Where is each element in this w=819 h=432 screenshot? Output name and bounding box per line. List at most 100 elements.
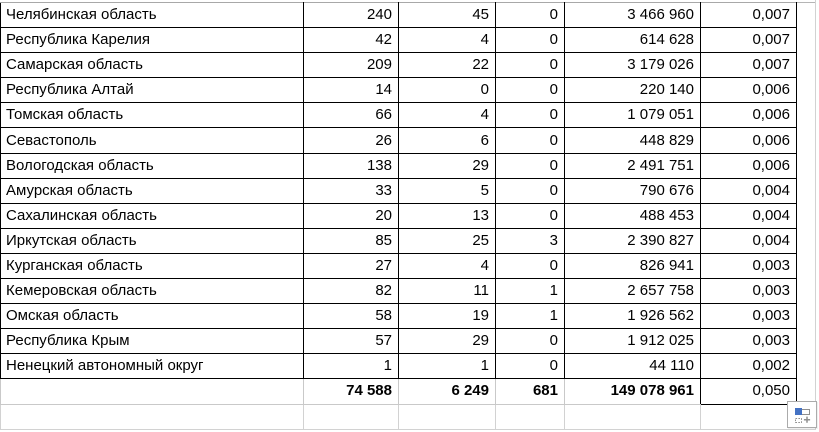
value-cell[interactable]: 29 <box>398 328 496 355</box>
region-cell[interactable]: Амурская область <box>0 177 304 204</box>
region-cell[interactable]: Севастополь <box>0 127 304 154</box>
value-cell[interactable]: 0 <box>495 52 565 79</box>
value-cell[interactable]: 14 <box>303 77 399 104</box>
gridline-stub <box>398 405 399 429</box>
region-cell[interactable]: Кемеровская область <box>0 278 304 305</box>
value-cell[interactable]: 4 <box>398 102 496 129</box>
region-cell[interactable]: Томская область <box>0 102 304 129</box>
value-cell[interactable]: 149 078 961 <box>564 378 701 405</box>
value-cell[interactable]: 22 <box>398 52 496 79</box>
value-cell[interactable]: 0 <box>495 177 565 204</box>
value-cell[interactable]: 0,006 <box>700 127 797 154</box>
value-cell[interactable]: 2 657 758 <box>564 278 701 305</box>
value-cell[interactable]: 0 <box>495 353 565 380</box>
value-cell[interactable]: 4 <box>398 27 496 54</box>
value-cell[interactable]: 0,006 <box>700 77 797 104</box>
region-cell[interactable]: Республика Алтай <box>0 77 304 104</box>
value-cell[interactable]: 240 <box>303 1 399 29</box>
value-cell[interactable]: 0 <box>495 77 565 104</box>
value-cell[interactable]: 0 <box>495 328 565 355</box>
value-cell[interactable]: 33 <box>303 177 399 204</box>
value-cell[interactable]: 44 110 <box>564 353 701 380</box>
value-cell[interactable]: 19 <box>398 303 496 330</box>
region-cell[interactable]: Республика Карелия <box>0 27 304 54</box>
value-cell[interactable]: 0,004 <box>700 177 797 204</box>
region-cell[interactable]: Сахалинская область <box>0 202 304 229</box>
value-cell[interactable]: 3 <box>495 227 565 254</box>
value-cell[interactable]: 0,006 <box>700 102 797 129</box>
value-cell[interactable]: 0,003 <box>700 328 797 355</box>
value-cell[interactable]: 3 466 960 <box>564 1 701 29</box>
value-cell[interactable]: 1 926 562 <box>564 303 701 330</box>
value-cell[interactable]: 5 <box>398 177 496 204</box>
value-cell[interactable]: 27 <box>303 252 399 280</box>
value-cell[interactable]: 0,003 <box>700 303 797 330</box>
value-cell[interactable]: 26 <box>303 127 399 154</box>
value-cell[interactable]: 13 <box>398 202 496 229</box>
value-cell[interactable]: 0 <box>495 1 565 29</box>
value-cell[interactable]: 220 140 <box>564 77 701 104</box>
value-cell[interactable]: 57 <box>303 328 399 355</box>
value-cell[interactable]: 2 491 751 <box>564 152 701 179</box>
value-cell[interactable]: 0,050 <box>700 378 797 405</box>
value-cell[interactable]: 3 179 026 <box>564 52 701 79</box>
value-cell[interactable]: 138 <box>303 152 399 179</box>
region-cell[interactable]: Иркутская область <box>0 227 304 254</box>
value-cell[interactable]: 0,003 <box>700 252 797 280</box>
value-cell[interactable]: 488 453 <box>564 202 701 229</box>
region-cell[interactable]: Омская область <box>0 303 304 330</box>
value-cell[interactable]: 66 <box>303 102 399 129</box>
value-cell[interactable]: 614 628 <box>564 27 701 54</box>
value-cell[interactable]: 6 249 <box>398 378 496 405</box>
region-cell[interactable]: Ненецкий автономный округ <box>0 353 304 380</box>
value-cell[interactable]: 20 <box>303 202 399 229</box>
value-cell[interactable]: 1 <box>303 353 399 380</box>
value-cell[interactable]: 448 829 <box>564 127 701 154</box>
table-row: Челябинская область 240 45 0 3 466 960 0,007 <box>0 1 797 29</box>
value-cell[interactable]: 790 676 <box>564 177 701 204</box>
value-cell[interactable]: 209 <box>303 52 399 79</box>
value-cell[interactable]: 0,007 <box>700 52 797 79</box>
value-cell[interactable]: 0 <box>495 252 565 280</box>
region-cell[interactable]: Курганская область <box>0 252 304 280</box>
value-cell[interactable]: 826 941 <box>564 252 701 280</box>
value-cell[interactable]: 0,007 <box>700 1 797 29</box>
value-cell[interactable]: 0 <box>495 202 565 229</box>
value-cell[interactable]: 82 <box>303 278 399 305</box>
value-cell[interactable]: 6 <box>398 127 496 154</box>
value-cell[interactable]: 0,006 <box>700 152 797 179</box>
insert-options-icon <box>794 407 810 423</box>
insert-options-button[interactable] <box>787 401 817 428</box>
value-cell[interactable]: 1 079 051 <box>564 102 701 129</box>
value-cell[interactable]: 0,004 <box>700 227 797 254</box>
value-cell[interactable]: 29 <box>398 152 496 179</box>
value-cell[interactable]: 1 <box>495 278 565 305</box>
value-cell[interactable]: 2 390 827 <box>564 227 701 254</box>
value-cell[interactable]: 74 588 <box>303 378 399 405</box>
region-cell[interactable]: Челябинская область <box>0 1 304 29</box>
value-cell[interactable]: 681 <box>495 378 565 405</box>
value-cell[interactable]: 11 <box>398 278 496 305</box>
value-cell[interactable]: 1 <box>495 303 565 330</box>
value-cell[interactable]: 0 <box>495 102 565 129</box>
region-cell[interactable]: Самарская область <box>0 52 304 79</box>
value-cell[interactable]: 85 <box>303 227 399 254</box>
value-cell[interactable]: 45 <box>398 1 496 29</box>
region-cell[interactable]: Вологодская область <box>0 152 304 179</box>
value-cell[interactable]: 0,007 <box>700 27 797 54</box>
value-cell[interactable]: 0,004 <box>700 202 797 229</box>
value-cell[interactable]: 1 <box>398 353 496 380</box>
value-cell[interactable]: 42 <box>303 27 399 54</box>
value-cell[interactable]: 0 <box>495 152 565 179</box>
region-cell[interactable]: Республика Крым <box>0 328 304 355</box>
value-cell[interactable]: 0,002 <box>700 353 797 380</box>
value-cell[interactable]: 0,003 <box>700 278 797 305</box>
value-cell[interactable]: 58 <box>303 303 399 330</box>
value-cell[interactable]: 0 <box>398 77 496 104</box>
value-cell[interactable]: 1 912 025 <box>564 328 701 355</box>
region-cell[interactable] <box>0 378 304 405</box>
value-cell[interactable]: 4 <box>398 252 496 280</box>
value-cell[interactable]: 0 <box>495 127 565 154</box>
value-cell[interactable]: 25 <box>398 227 496 254</box>
value-cell[interactable]: 0 <box>495 27 565 54</box>
